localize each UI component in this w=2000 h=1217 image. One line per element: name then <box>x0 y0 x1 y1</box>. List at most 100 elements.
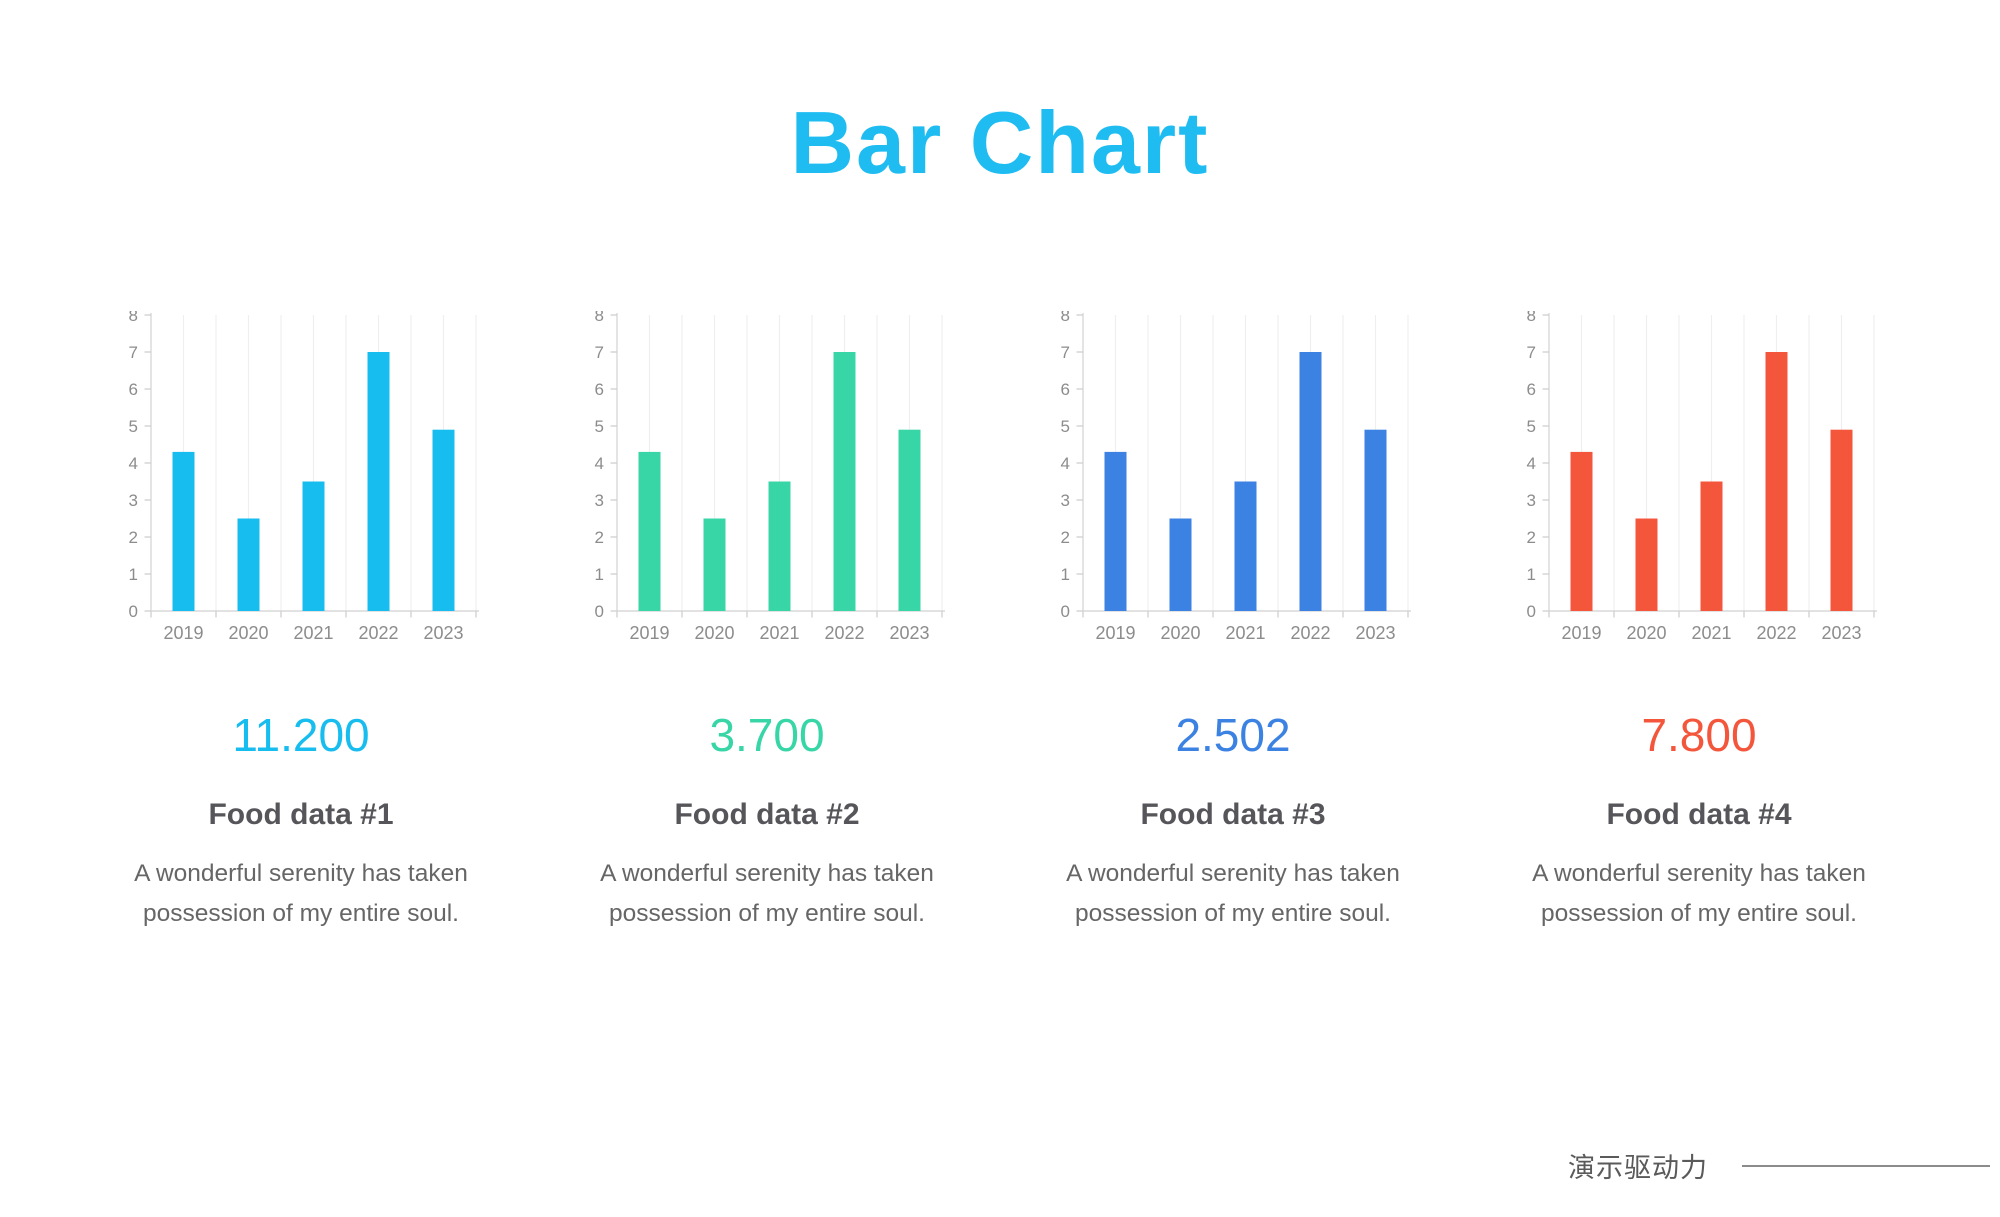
y-tick-label: 8 <box>129 311 138 325</box>
y-tick-label: 4 <box>1527 454 1536 473</box>
y-tick-label: 6 <box>595 380 604 399</box>
y-tick-label: 5 <box>129 417 138 436</box>
y-tick-label: 1 <box>1527 565 1536 584</box>
x-tick-label: 2021 <box>1225 623 1265 643</box>
stat-description: A wonderful serenity has taken possessio… <box>134 860 468 928</box>
y-tick-label: 8 <box>595 311 604 325</box>
y-tick-label: 8 <box>1527 311 1536 325</box>
x-tick-label: 2019 <box>1095 623 1135 643</box>
y-tick-label: 5 <box>595 417 604 436</box>
x-tick-label: 2020 <box>228 623 268 643</box>
x-tick-label: 2019 <box>163 623 203 643</box>
stat-card-3: 0 1 2 3 4 5 6 7 8 2019 2020 2021 2022 2023 2.502 Food d… <box>1000 311 1466 934</box>
bar-2019 <box>172 452 195 612</box>
slide: Bar Chart 0 1 2 3 4 5 6 7 8 2019 2020 2021 2022 2023 1… <box>0 92 2000 1217</box>
y-tick-label: 6 <box>1061 380 1070 399</box>
x-tick-label: 2020 <box>694 623 734 643</box>
y-tick-label: 5 <box>1061 417 1070 436</box>
bar-chart: 0 1 2 3 4 5 6 7 8 2019 2020 2021 2022 2023 <box>1527 311 1877 643</box>
footer: 演示驱动力 <box>1568 1146 1990 1185</box>
bar-2019 <box>638 452 661 612</box>
footer-brand-text: 演示驱动力 <box>1568 1153 1708 1183</box>
stat-card-4: 0 1 2 3 4 5 6 7 8 2019 2020 2021 2022 2023 7.800 Food d… <box>1466 311 1932 934</box>
stat-description: A wonderful serenity has taken possessio… <box>600 860 934 928</box>
y-tick-label: 4 <box>129 454 138 473</box>
bar-2023 <box>898 429 921 612</box>
x-tick-label: 2020 <box>1160 623 1200 643</box>
y-tick-label: 4 <box>1061 454 1070 473</box>
stat-value: 3.700 <box>709 709 825 762</box>
bar-2021 <box>1700 481 1723 612</box>
charts-row: 0 1 2 3 4 5 6 7 8 2019 2020 2021 2022 2023 11.200 Food … <box>0 311 2000 934</box>
bar-2022 <box>367 352 390 612</box>
bar-chart: 0 1 2 3 4 5 6 7 8 2019 2020 2021 2022 2023 <box>129 311 479 643</box>
y-tick-label: 2 <box>129 528 138 547</box>
x-tick-label: 2022 <box>1756 623 1796 643</box>
x-tick-label: 2020 <box>1626 623 1666 643</box>
y-tick-label: 1 <box>129 565 138 584</box>
x-tick-label: 2022 <box>824 623 864 643</box>
y-tick-label: 6 <box>1527 380 1536 399</box>
y-tick-label: 7 <box>1061 343 1070 362</box>
y-tick-label: 7 <box>129 343 138 362</box>
bar-2021 <box>302 481 325 612</box>
bar-2019 <box>1104 452 1127 612</box>
bar-2019 <box>1570 452 1593 612</box>
bar-2022 <box>1765 352 1788 612</box>
stat-card-1: 0 1 2 3 4 5 6 7 8 2019 2020 2021 2022 2023 11.200 Food … <box>68 311 534 934</box>
y-tick-label: 6 <box>129 380 138 399</box>
y-tick-label: 3 <box>129 491 138 510</box>
y-tick-label: 0 <box>129 602 138 621</box>
bar-2020 <box>1635 518 1658 612</box>
x-tick-label: 2021 <box>759 623 799 643</box>
x-tick-label: 2019 <box>1561 623 1601 643</box>
x-tick-label: 2023 <box>889 623 929 643</box>
bar-2020 <box>1169 518 1192 612</box>
x-tick-label: 2021 <box>1691 623 1731 643</box>
x-tick-label: 2022 <box>1290 623 1330 643</box>
bar-2023 <box>1830 429 1853 612</box>
y-tick-label: 8 <box>1061 311 1070 325</box>
y-tick-label: 3 <box>1527 491 1536 510</box>
stat-value: 2.502 <box>1175 709 1291 762</box>
y-tick-label: 2 <box>1061 528 1070 547</box>
bar-chart: 0 1 2 3 4 5 6 7 8 2019 2020 2021 2022 2023 <box>595 311 945 643</box>
stat-heading: Food data #2 <box>674 798 860 832</box>
y-tick-label: 7 <box>1527 343 1536 362</box>
y-tick-label: 0 <box>595 602 604 621</box>
bar-2022 <box>1299 352 1322 612</box>
bar-2022 <box>833 352 856 612</box>
footer-divider-line <box>1742 1164 1990 1167</box>
bar-2023 <box>1364 429 1387 612</box>
y-tick-label: 3 <box>595 491 604 510</box>
y-tick-label: 0 <box>1527 602 1536 621</box>
stat-description: A wonderful serenity has taken possessio… <box>1066 860 1400 928</box>
stat-card-2: 0 1 2 3 4 5 6 7 8 2019 2020 2021 2022 2023 3.700 Food d… <box>534 311 1000 934</box>
bar-2020 <box>237 518 260 612</box>
x-tick-label: 2023 <box>1355 623 1395 643</box>
y-tick-label: 1 <box>1061 565 1070 584</box>
bar-2020 <box>703 518 726 612</box>
x-tick-label: 2022 <box>358 623 398 643</box>
stat-value: 11.200 <box>232 709 370 762</box>
stat-heading: Food data #4 <box>1606 798 1792 832</box>
stat-heading: Food data #1 <box>208 798 394 832</box>
x-tick-label: 2019 <box>629 623 669 643</box>
y-tick-label: 0 <box>1061 602 1070 621</box>
bar-2021 <box>1234 481 1257 612</box>
bar-2023 <box>432 429 455 612</box>
x-tick-label: 2023 <box>1821 623 1861 643</box>
y-tick-label: 7 <box>595 343 604 362</box>
y-tick-label: 2 <box>595 528 604 547</box>
y-tick-label: 2 <box>1527 528 1536 547</box>
x-tick-label: 2021 <box>293 623 333 643</box>
slide-title: Bar Chart <box>790 93 1210 192</box>
y-tick-label: 1 <box>595 565 604 584</box>
x-tick-label: 2023 <box>423 623 463 643</box>
bar-2021 <box>768 481 791 612</box>
y-tick-label: 3 <box>1061 491 1070 510</box>
bar-chart: 0 1 2 3 4 5 6 7 8 2019 2020 2021 2022 2023 <box>1061 311 1411 643</box>
stat-value: 7.800 <box>1641 709 1757 762</box>
stat-description: A wonderful serenity has taken possessio… <box>1532 860 1866 928</box>
y-tick-label: 4 <box>595 454 604 473</box>
